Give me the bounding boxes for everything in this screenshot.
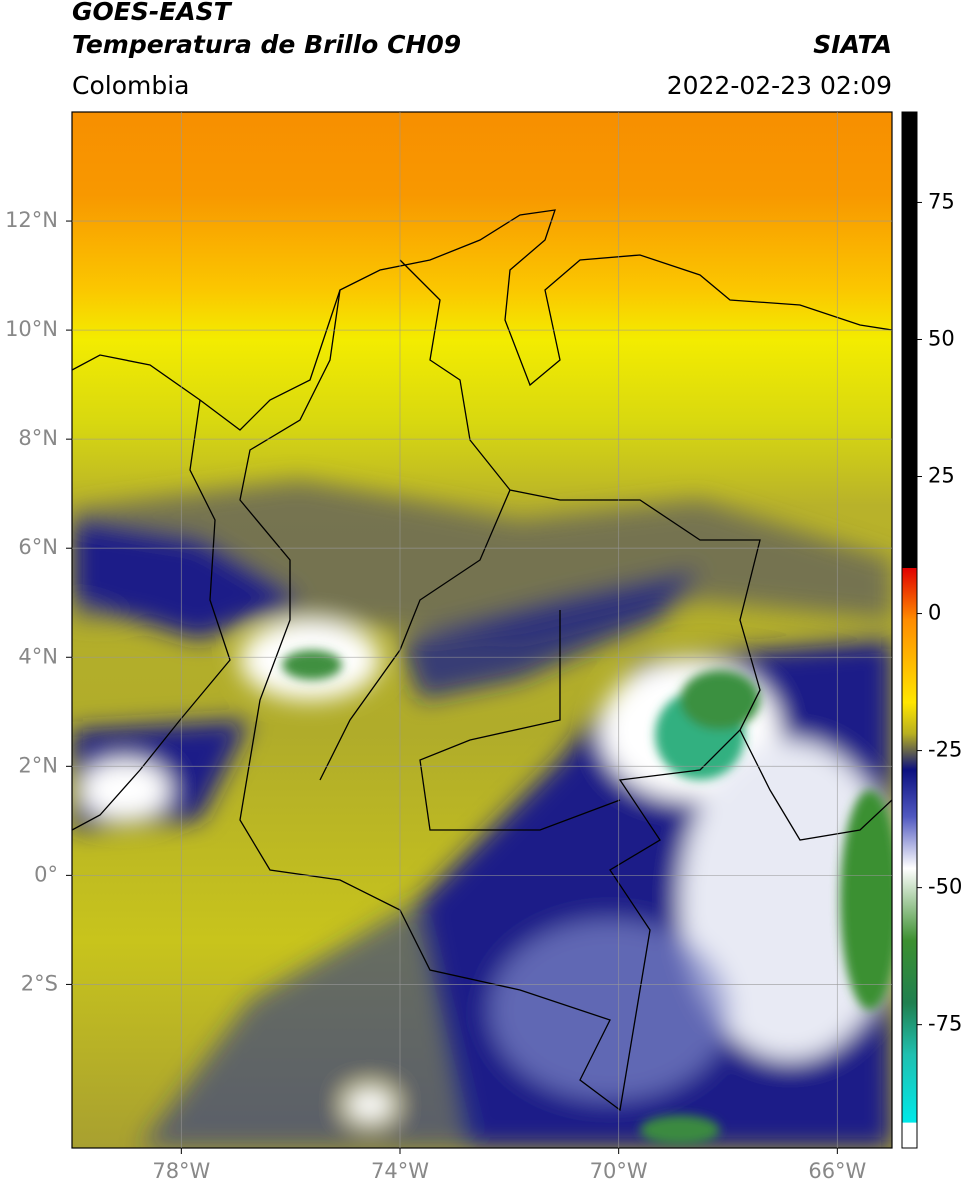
y-tick-label: 10°N: [5, 317, 58, 341]
colorbar-tick-label: 25: [928, 464, 955, 488]
region: Colombia: [72, 71, 189, 100]
y-tick-label: 6°N: [18, 535, 58, 559]
colorbar-tick-label: -75: [928, 1012, 962, 1036]
x-tick-label: 74°W: [371, 1159, 429, 1183]
x-tick-label: 78°W: [152, 1159, 210, 1183]
colorbar-tick-label: 50: [928, 326, 955, 350]
y-tick-label: 2°S: [21, 971, 58, 995]
y-tick-label: 8°N: [18, 426, 58, 450]
colorbar: [901, 111, 918, 1149]
title: GOES-EAST: [72, 0, 233, 26]
datetime: 2022-02-23 02:09: [667, 71, 892, 100]
y-tick-label: 0°: [34, 862, 58, 886]
colorbar-tick-label: -50: [928, 875, 962, 899]
subtitle: Temperatura de Brillo CH09: [72, 30, 461, 59]
y-tick-label: 2°N: [18, 753, 58, 777]
source: SIATA: [813, 30, 892, 59]
map-frame: [71, 111, 893, 1149]
colorbar-tick-label: -25: [928, 738, 962, 762]
x-tick-label: 70°W: [590, 1159, 648, 1183]
y-tick-label: 4°N: [18, 644, 58, 668]
colorbar-tick-label: 0: [928, 601, 941, 625]
colorbar-tick-label: 75: [928, 189, 955, 213]
satellite-image: [72, 112, 892, 1148]
x-tick-label: 66°W: [808, 1159, 866, 1183]
y-tick-label: 12°N: [5, 208, 58, 232]
